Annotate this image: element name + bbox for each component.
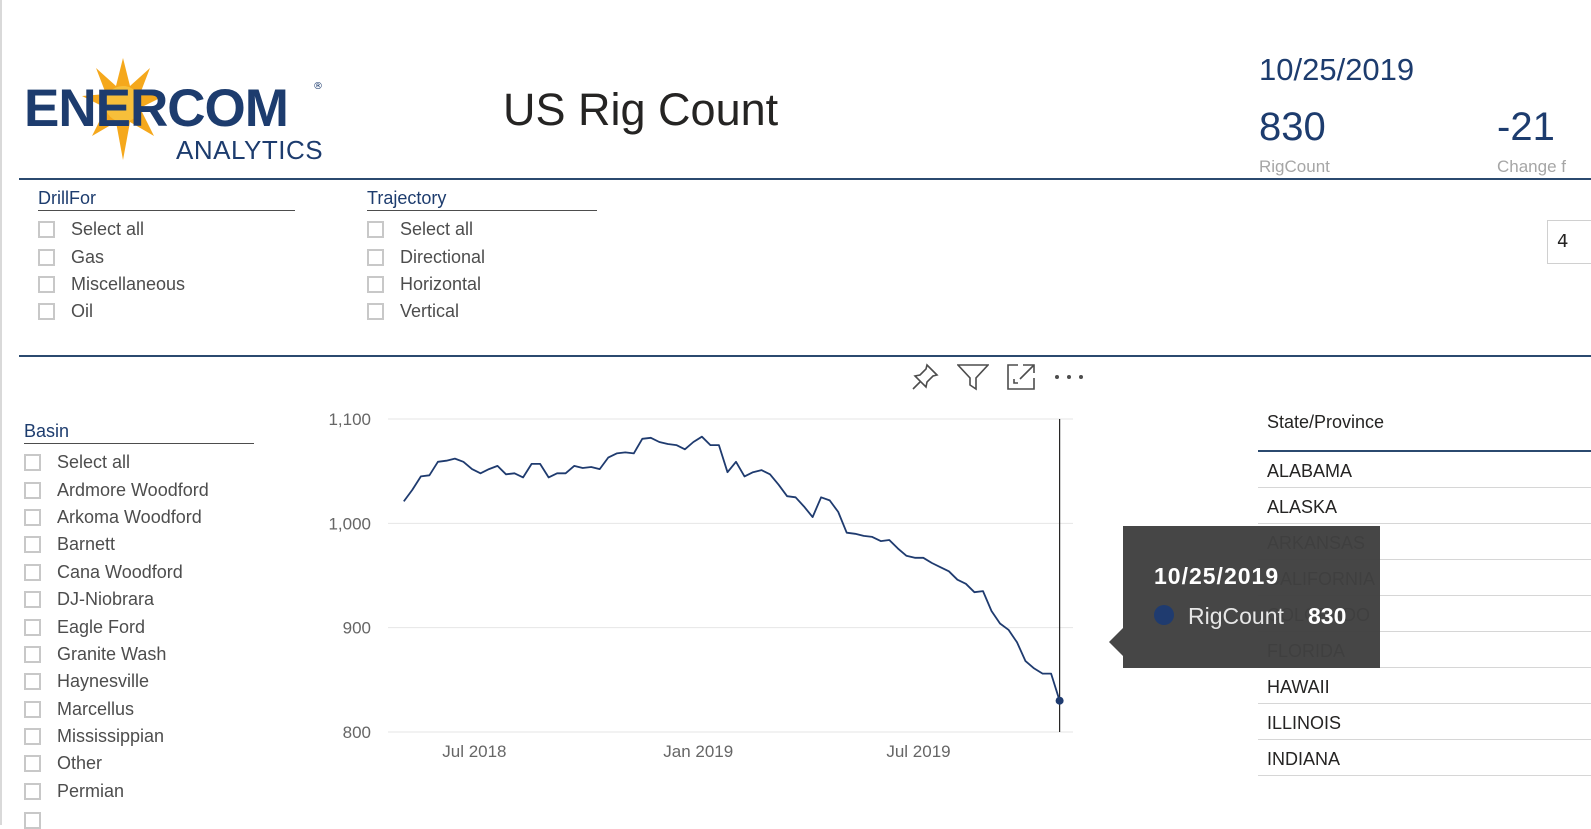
y-tick-label: 1,000: [328, 514, 371, 533]
kpi-change-label: Change f: [1497, 157, 1566, 176]
partial-input-box[interactable]: 4: [1547, 220, 1591, 264]
filter-icon[interactable]: [956, 360, 990, 394]
checkbox[interactable]: [24, 728, 41, 746]
table-row[interactable]: ALASKA: [1258, 488, 1591, 524]
table-header-underline: [1258, 450, 1591, 452]
drillfor-slicer-title: DrillFor: [38, 188, 96, 208]
canvas-left-edge: [0, 0, 2, 825]
kpi-change-value[interactable]: -21: [1497, 105, 1555, 149]
slicer-title-underline: [38, 210, 295, 211]
checkbox[interactable]: [38, 248, 55, 266]
slicer-option[interactable]: Gas: [38, 243, 295, 270]
slicer-option[interactable]: Haynesville: [24, 668, 254, 695]
slicer-option[interactable]: Select all: [24, 449, 254, 476]
checkbox[interactable]: [24, 700, 41, 718]
chart-tooltip: 10/25/2019 RigCount 830: [1123, 526, 1380, 668]
checkbox[interactable]: [38, 221, 55, 239]
slicer-option[interactable]: Granite Wash: [24, 641, 254, 668]
checkbox[interactable]: [24, 782, 41, 800]
focus-mode-icon[interactable]: [1004, 360, 1038, 394]
checkbox[interactable]: [367, 221, 384, 239]
tooltip-series-name: RigCount: [1188, 603, 1284, 629]
slicer-option[interactable]: Mississippian: [24, 723, 254, 750]
logo-registered-mark: ®: [313, 81, 323, 92]
checkbox[interactable]: [24, 508, 41, 526]
checkbox[interactable]: [24, 454, 41, 472]
page-title: US Rig Count: [503, 84, 779, 135]
kpi-rigcount-label: RigCount: [1259, 157, 1330, 176]
checkbox[interactable]: [24, 563, 41, 581]
slicer-option[interactable]: Vertical: [367, 298, 597, 325]
tooltip-date: 10/25/2019: [1154, 563, 1280, 589]
rigcount-series-line[interactable]: [403, 435, 1061, 701]
slicer-option[interactable]: Cana Woodford: [24, 559, 254, 586]
kpi-rigcount-value[interactable]: 830: [1259, 105, 1326, 149]
x-tick-label: Jan 2019: [663, 742, 733, 761]
basin-slicer-title: Basin: [24, 421, 70, 441]
checkbox[interactable]: [24, 481, 41, 499]
slicer-option[interactable]: Other: [24, 750, 254, 777]
checkbox[interactable]: [367, 248, 384, 266]
checkbox[interactable]: [24, 591, 41, 609]
logo-subtitle: ANALYTICS: [176, 135, 324, 165]
checkbox[interactable]: [24, 618, 41, 636]
hover-data-point[interactable]: [1055, 696, 1064, 705]
table-row[interactable]: INDIANA: [1258, 740, 1591, 776]
checkbox[interactable]: [367, 303, 384, 321]
y-tick-label: 1,100: [328, 410, 371, 429]
checkbox[interactable]: [24, 755, 41, 773]
slicer-option[interactable]: Select all: [367, 216, 597, 243]
slicer-option[interactable]: Arkoma Woodford: [24, 504, 254, 531]
slicer-option[interactable]: Marcellus: [24, 696, 254, 723]
y-tick-label: 900: [343, 619, 371, 638]
tooltip-value: 830: [1308, 603, 1347, 629]
slicer-option[interactable]: DJ-Niobrara: [24, 586, 254, 613]
basin-slicer: Basin Select all Ardmore Woodford Arkoma…: [24, 421, 254, 805]
table-header-state-province[interactable]: State/Province: [1267, 412, 1385, 432]
pin-icon[interactable]: [908, 360, 942, 394]
slicer-title-underline: [24, 443, 254, 444]
slicer-option[interactable]: Horizontal: [367, 271, 597, 298]
filter-divider: [19, 355, 1591, 357]
slicer-option[interactable]: Directional: [367, 243, 597, 270]
checkbox[interactable]: [367, 275, 384, 293]
more-options-icon[interactable]: [1052, 360, 1086, 394]
x-tick-label: Jul 2018: [442, 742, 506, 761]
slicer-option[interactable]: Miscellaneous: [38, 271, 295, 298]
slicer-option[interactable]: Permian: [24, 778, 254, 805]
slicer-option[interactable]: Ardmore Woodford: [24, 476, 254, 503]
drillfor-slicer: DrillFor Select all Gas Miscellaneous Oi…: [38, 188, 295, 326]
header-divider: [19, 178, 1591, 180]
table-row[interactable]: HAWAII: [1258, 668, 1591, 704]
checkbox[interactable]: [24, 645, 41, 663]
x-tick-label: Jul 2019: [886, 742, 950, 761]
slicer-option[interactable]: Barnett: [24, 531, 254, 558]
checkbox[interactable]: [38, 275, 55, 293]
trajectory-slicer: Trajectory Select all Directional Horizo…: [367, 188, 597, 326]
checkbox[interactable]: [24, 536, 41, 554]
checkbox[interactable]: [24, 673, 41, 691]
table-row[interactable]: ALABAMA: [1258, 452, 1591, 488]
table-row[interactable]: ILLINOIS: [1258, 704, 1591, 740]
slicer-option[interactable]: Eagle Ford: [24, 613, 254, 640]
logo-wordmark: ENERCOM: [24, 79, 289, 138]
tooltip-series-dot-icon: [1154, 605, 1174, 625]
slicer-title-underline: [367, 210, 597, 211]
slicer-option[interactable]: Oil: [38, 298, 295, 325]
checkbox[interactable]: [38, 303, 55, 321]
y-tick-label: 800: [343, 723, 371, 742]
trajectory-slicer-title: Trajectory: [367, 188, 447, 208]
kpi-date-card[interactable]: 10/25/2019: [1259, 52, 1415, 87]
slicer-option[interactable]: Select all: [38, 216, 295, 243]
sun-logo-icon: [82, 58, 164, 160]
tooltip-pointer: [1109, 628, 1123, 656]
